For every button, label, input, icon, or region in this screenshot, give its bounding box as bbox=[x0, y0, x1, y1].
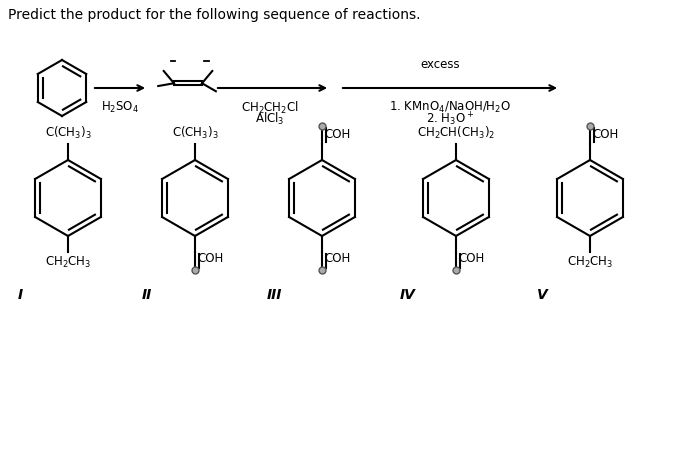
Text: CH$_2$CH$_2$Cl: CH$_2$CH$_2$Cl bbox=[241, 100, 299, 116]
Text: AlCl$_3$: AlCl$_3$ bbox=[255, 111, 285, 127]
Text: COH: COH bbox=[324, 253, 350, 265]
Text: III: III bbox=[266, 288, 281, 302]
Text: C(CH$_3$)$_3$: C(CH$_3$)$_3$ bbox=[172, 125, 218, 141]
Text: COH: COH bbox=[197, 253, 223, 265]
Text: COH: COH bbox=[458, 253, 484, 265]
Text: COH: COH bbox=[324, 129, 350, 141]
Text: I: I bbox=[17, 288, 23, 302]
Text: CH$_2$CH(CH$_3$)$_2$: CH$_2$CH(CH$_3$)$_2$ bbox=[417, 125, 495, 141]
Text: II: II bbox=[142, 288, 152, 302]
Text: COH: COH bbox=[592, 129, 618, 141]
Text: excess: excess bbox=[420, 58, 460, 71]
Text: 2. H$_3$O$^+$: 2. H$_3$O$^+$ bbox=[426, 111, 474, 128]
Text: V: V bbox=[536, 288, 547, 302]
Text: C(CH$_3$)$_3$: C(CH$_3$)$_3$ bbox=[44, 125, 91, 141]
Text: H$_2$SO$_4$: H$_2$SO$_4$ bbox=[101, 100, 139, 115]
Text: CH$_2$CH$_3$: CH$_2$CH$_3$ bbox=[567, 255, 613, 270]
Text: Predict the product for the following sequence of reactions.: Predict the product for the following se… bbox=[8, 8, 421, 22]
Text: CH$_2$CH$_3$: CH$_2$CH$_3$ bbox=[45, 255, 91, 270]
Text: 1. KMnO$_4$/NaOH/H$_2$O: 1. KMnO$_4$/NaOH/H$_2$O bbox=[389, 100, 511, 115]
Text: IV: IV bbox=[400, 288, 416, 302]
